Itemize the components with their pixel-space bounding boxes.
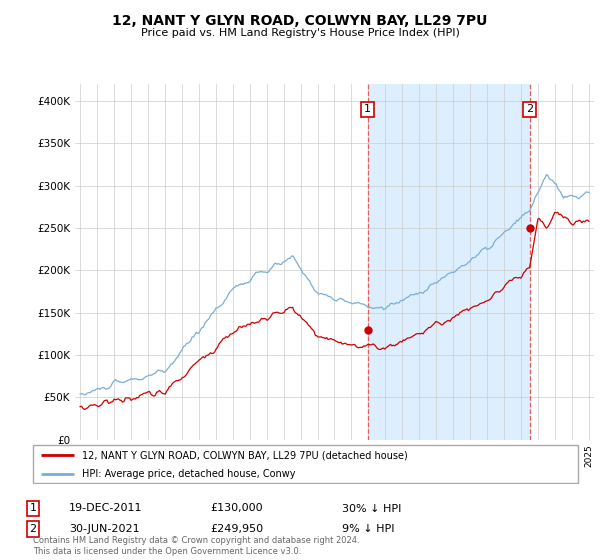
Text: 2: 2	[29, 524, 37, 534]
Text: 12, NANT Y GLYN ROAD, COLWYN BAY, LL29 7PU: 12, NANT Y GLYN ROAD, COLWYN BAY, LL29 7…	[112, 14, 488, 28]
Text: 1: 1	[29, 503, 37, 514]
Text: 12, NANT Y GLYN ROAD, COLWYN BAY, LL29 7PU (detached house): 12, NANT Y GLYN ROAD, COLWYN BAY, LL29 7…	[82, 450, 408, 460]
Text: Contains HM Land Registry data © Crown copyright and database right 2024.
This d: Contains HM Land Registry data © Crown c…	[33, 536, 359, 556]
Text: 9% ↓ HPI: 9% ↓ HPI	[342, 524, 395, 534]
Text: Price paid vs. HM Land Registry's House Price Index (HPI): Price paid vs. HM Land Registry's House …	[140, 28, 460, 38]
Text: £249,950: £249,950	[210, 524, 263, 534]
FancyBboxPatch shape	[33, 445, 578, 483]
Text: 19-DEC-2011: 19-DEC-2011	[69, 503, 143, 514]
Text: HPI: Average price, detached house, Conwy: HPI: Average price, detached house, Conw…	[82, 469, 296, 478]
Text: 2: 2	[526, 104, 533, 114]
Text: 1: 1	[364, 104, 371, 114]
Text: 30-JUN-2021: 30-JUN-2021	[69, 524, 140, 534]
Text: 30% ↓ HPI: 30% ↓ HPI	[342, 503, 401, 514]
Bar	[368, 84, 530, 440]
Text: £130,000: £130,000	[210, 503, 263, 514]
